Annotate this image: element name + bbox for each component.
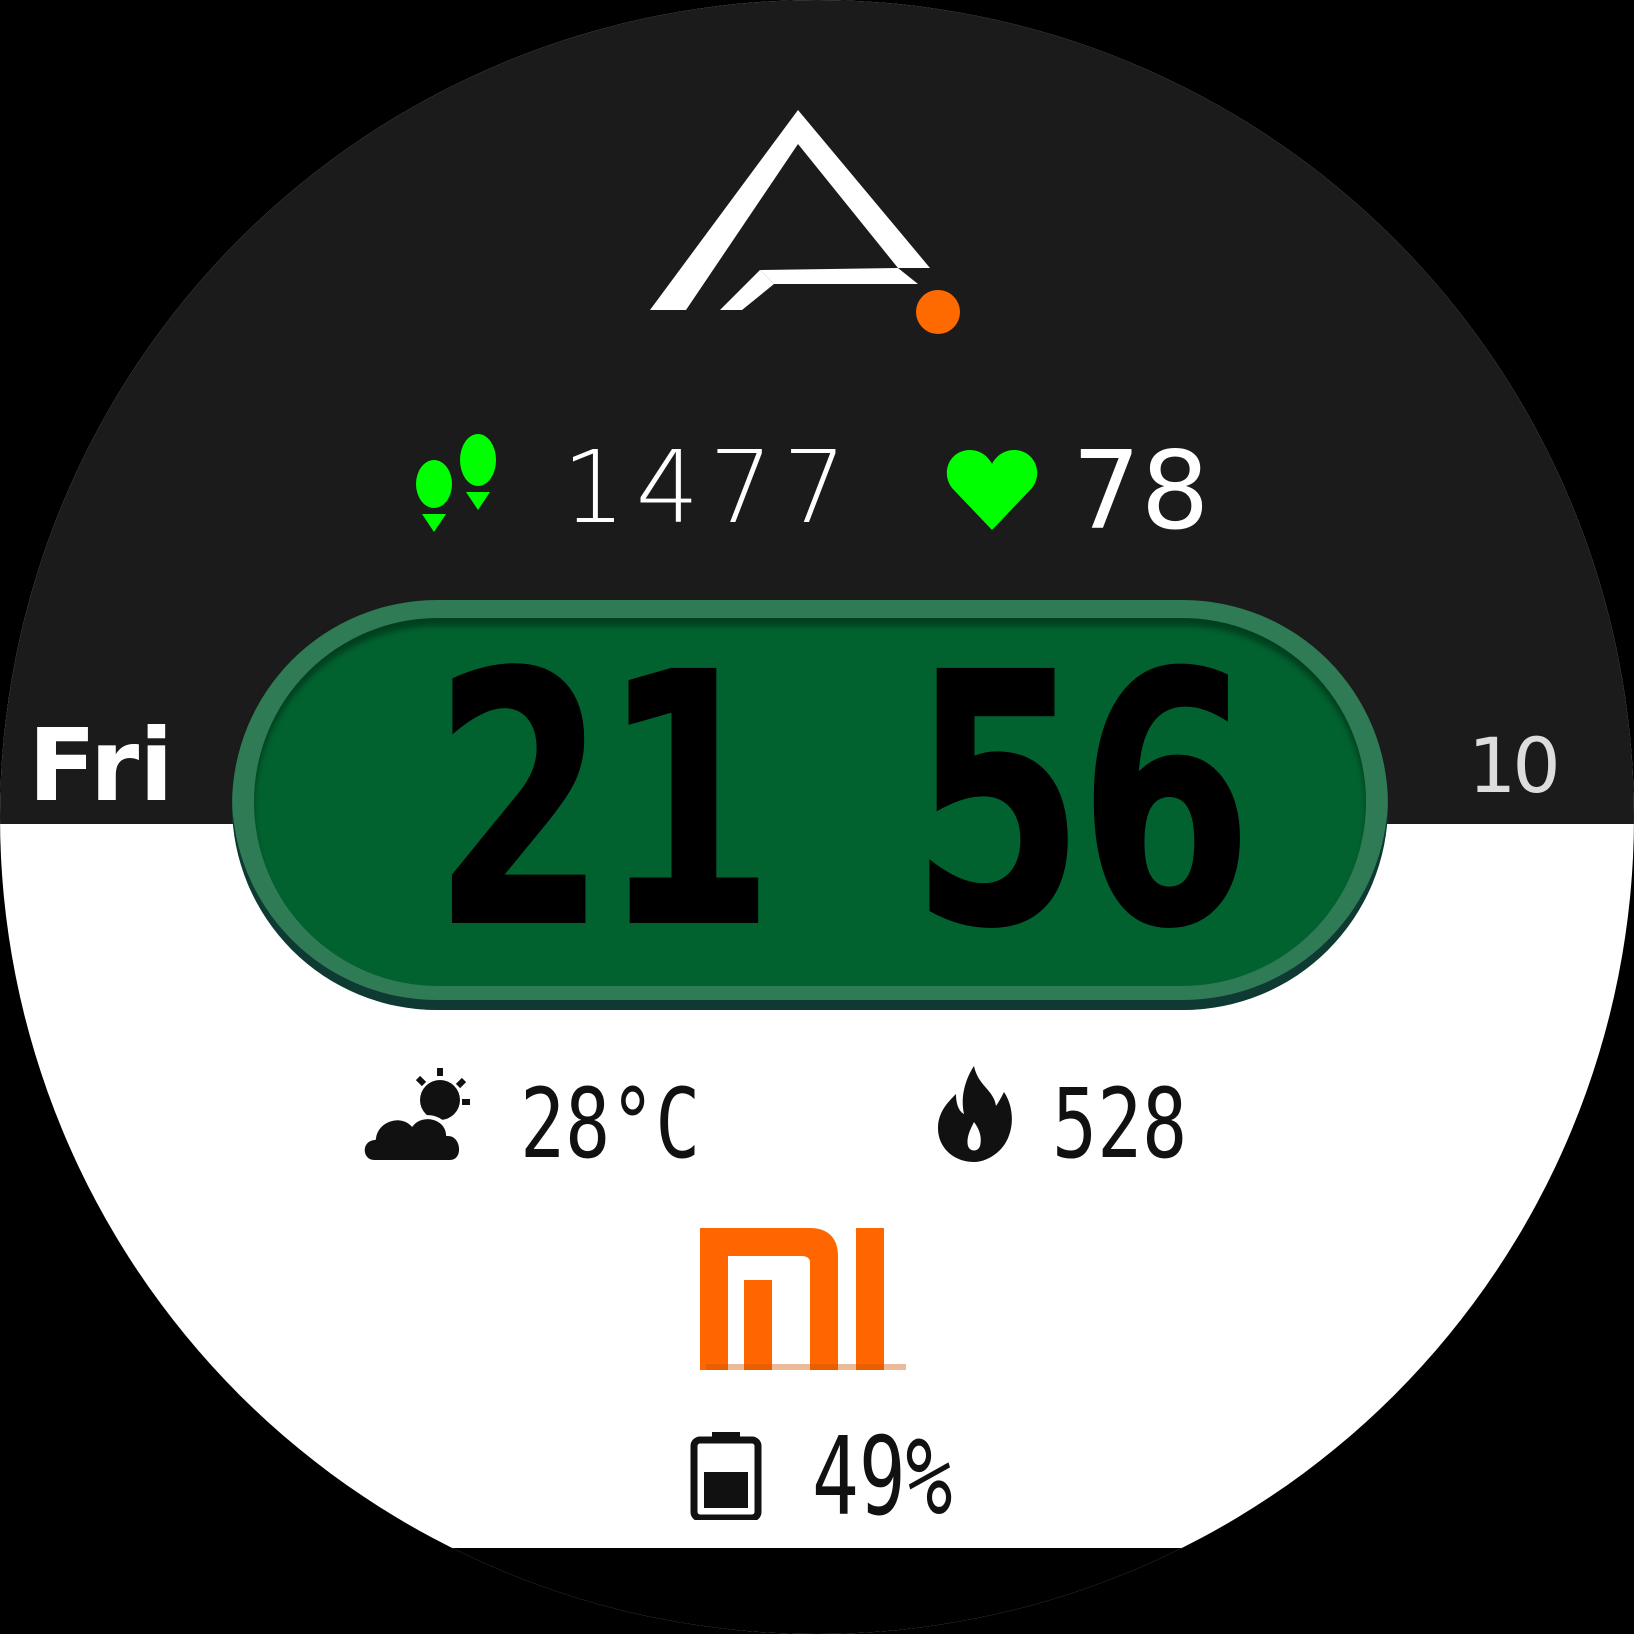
heart-icon (946, 450, 1038, 530)
time-hours: 21 (432, 598, 775, 1006)
temperature-value: 28°C (520, 1068, 701, 1180)
steps-value: 1477 (562, 429, 857, 546)
battery-value: 49% (812, 1415, 953, 1540)
day-of-week: Fri (28, 707, 174, 824)
cloud-sun-icon (360, 1068, 470, 1164)
time-minutes: 56 (910, 598, 1253, 1006)
flame-icon (938, 1066, 1012, 1162)
date-number: 10 (1468, 721, 1561, 810)
time-display (232, 600, 1388, 1010)
amazfit-logo-icon (650, 110, 960, 334)
bottom-edge (0, 1548, 1634, 1634)
battery-icon (690, 1432, 762, 1520)
time-display-inner (254, 618, 1366, 986)
calories-value: 528 (1052, 1068, 1188, 1180)
mi-logo-icon (700, 1228, 906, 1370)
footsteps-icon (416, 434, 496, 532)
heart-rate-value: 78 (1072, 429, 1210, 554)
